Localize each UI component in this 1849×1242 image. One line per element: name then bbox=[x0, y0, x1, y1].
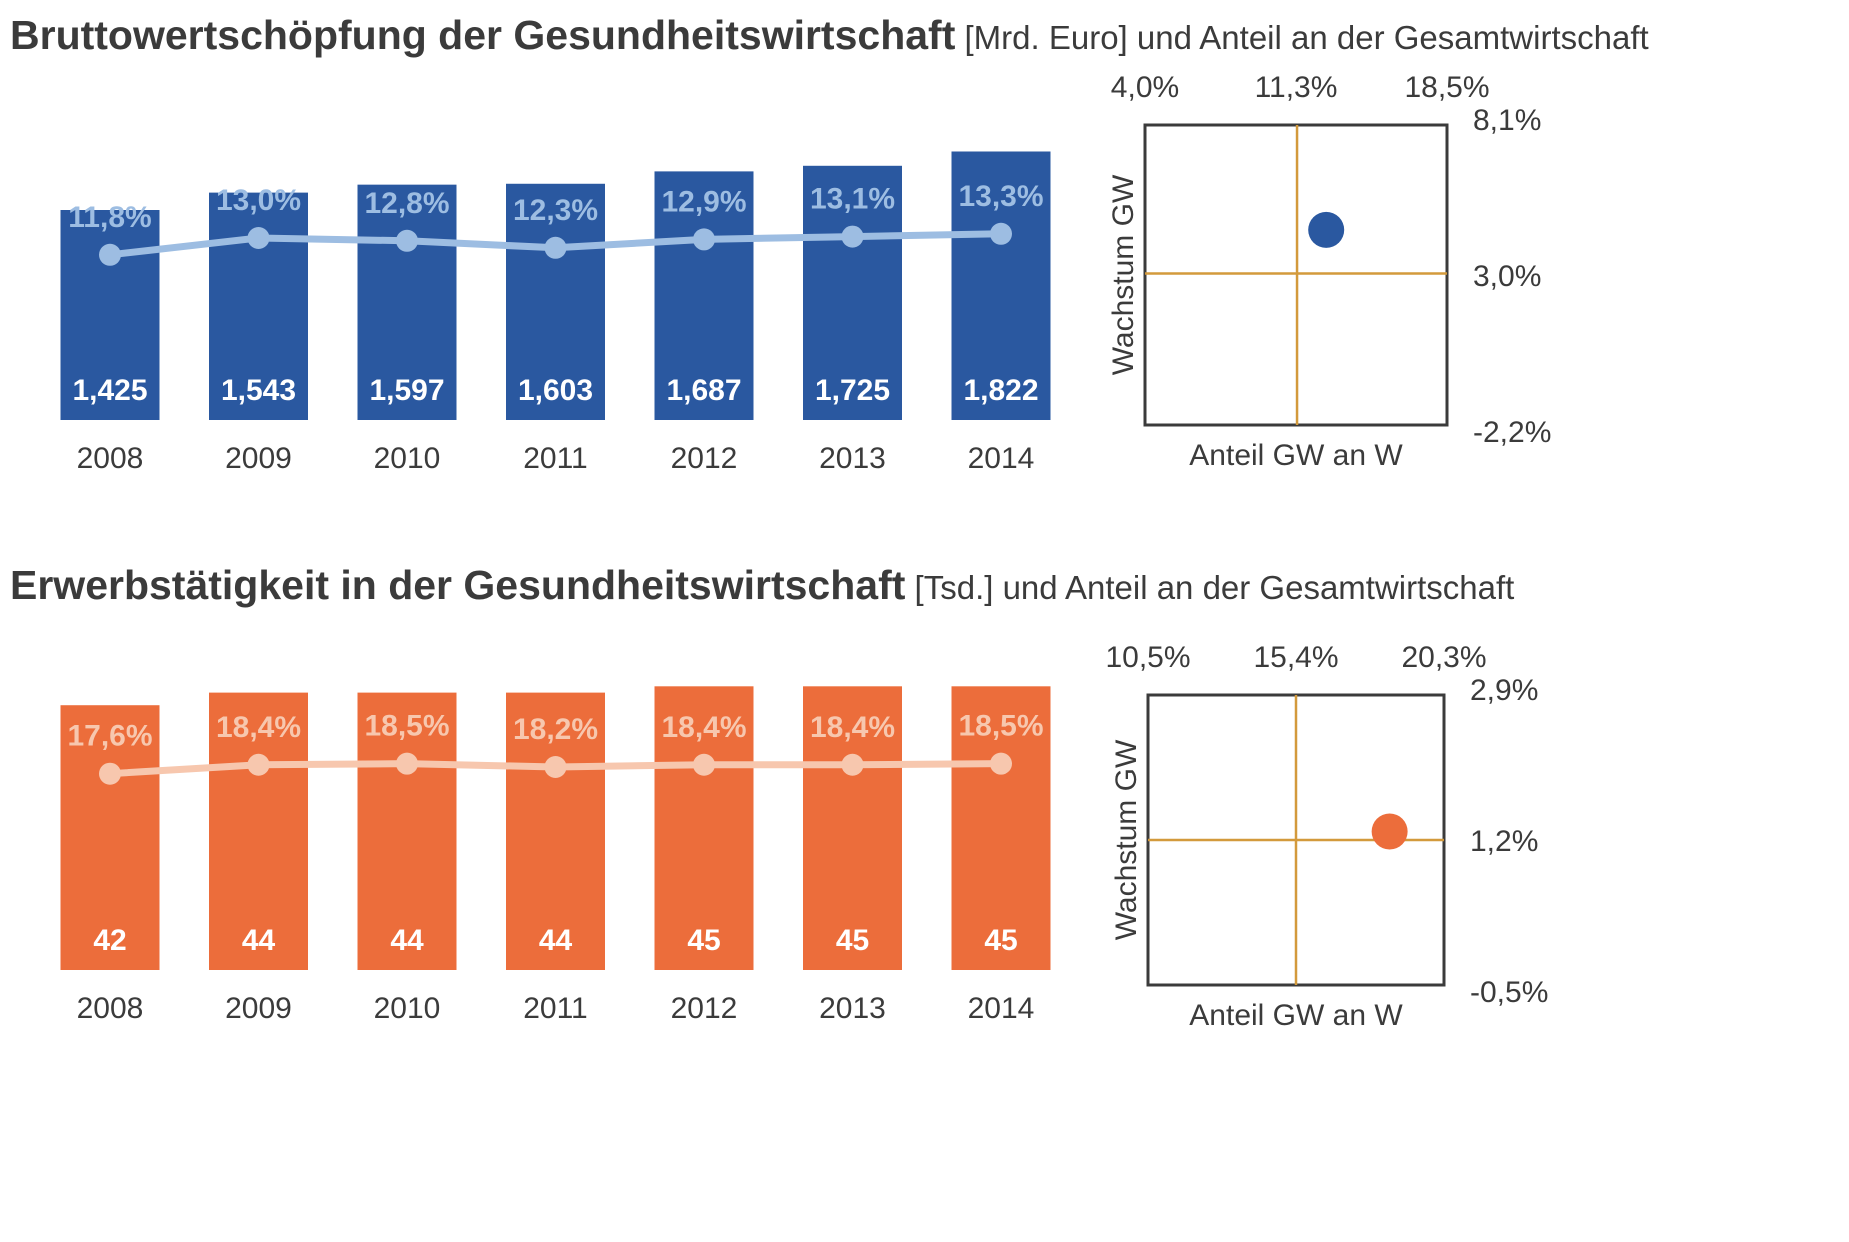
bar-2014 bbox=[951, 151, 1051, 420]
bar-2009 bbox=[209, 692, 308, 970]
x-tick-2012: 2012 bbox=[671, 442, 738, 475]
x-tick-2014: 2014 bbox=[968, 992, 1035, 1025]
x-tick-2012: 2012 bbox=[671, 992, 738, 1025]
x-tick-2008: 2008 bbox=[77, 442, 144, 475]
share-label-2014: 18,5% bbox=[958, 710, 1043, 743]
x-tick-2011: 2011 bbox=[523, 992, 588, 1025]
share-point-2009 bbox=[247, 227, 270, 249]
share-point-2013 bbox=[841, 225, 864, 248]
quad-y-tick-2: -0,5% bbox=[1470, 976, 1548, 1009]
bar-2010 bbox=[357, 692, 457, 970]
bar-value-label-2014: 1,822 bbox=[963, 374, 1038, 407]
share-point-2010 bbox=[396, 229, 418, 252]
share-point-2012 bbox=[693, 228, 715, 251]
bar-2012 bbox=[654, 686, 754, 970]
quad-x-tick-0: 4,0% bbox=[1111, 71, 1179, 104]
x-tick-2013: 2013 bbox=[819, 992, 886, 1025]
bar-value-label-2010: 44 bbox=[390, 924, 424, 957]
section-title-bws: Bruttowertschöpfung der Gesundheitswirts… bbox=[10, 12, 1649, 59]
share-label-2011: 12,3% bbox=[513, 194, 598, 227]
quad-y-tick-2: -2,2% bbox=[1473, 416, 1551, 449]
x-tick-2009: 2009 bbox=[225, 992, 292, 1025]
bar-value-label-2012: 45 bbox=[687, 924, 720, 957]
bar-2010 bbox=[357, 184, 457, 420]
bar-value-label-2012: 1,687 bbox=[666, 374, 741, 407]
x-tick-2010: 2010 bbox=[374, 992, 441, 1025]
bar-chart-erwerb: 42 2008 44 2009 44 2010 44 2011 45 2012 45 2013 45 20… bbox=[60, 686, 1051, 1025]
bar-chart-bws: 1,425 2008 1,543 2009 1,597 2010 1,603 2011 1,68… bbox=[60, 151, 1051, 475]
bar-value-label-2011: 1,603 bbox=[518, 374, 593, 407]
bar-value-label-2014: 45 bbox=[984, 924, 1017, 957]
share-point-2014 bbox=[990, 752, 1012, 775]
share-point-2010 bbox=[396, 752, 418, 775]
bar-value-label-2013: 1,725 bbox=[815, 374, 890, 407]
x-tick-2011: 2011 bbox=[523, 442, 588, 475]
section-title-bws-unit: [Mrd. Euro] und Anteil an der Gesamtwirt… bbox=[955, 19, 1649, 56]
quad-x-tick-2: 20,3% bbox=[1401, 641, 1486, 674]
quad-point-0 bbox=[1308, 211, 1345, 248]
quad-x-label: Anteil GW an W bbox=[1189, 439, 1403, 472]
bar-2008 bbox=[60, 705, 160, 970]
quad-x-tick-1: 15,4% bbox=[1253, 641, 1338, 674]
bar-value-label-2008: 42 bbox=[93, 924, 126, 957]
share-point-2008 bbox=[99, 762, 121, 785]
x-tick-2010: 2010 bbox=[374, 442, 441, 475]
bar-2011 bbox=[506, 692, 605, 970]
x-tick-2009: 2009 bbox=[225, 442, 292, 475]
bar-2014 bbox=[951, 686, 1051, 970]
section-title-bws-bold: Bruttowertschöpfung der Gesundheitswirts… bbox=[10, 12, 956, 58]
quad-y-tick-0: 8,1% bbox=[1473, 104, 1541, 137]
bar-value-label-2010: 1,597 bbox=[369, 374, 444, 407]
share-point-2014 bbox=[990, 222, 1012, 245]
quad-y-label: Wachstum GW bbox=[1107, 174, 1140, 375]
bar-value-label-2009: 44 bbox=[242, 924, 276, 957]
share-point-2009 bbox=[247, 753, 270, 776]
bar-value-label-2008: 1,425 bbox=[72, 374, 147, 407]
share-point-2011 bbox=[544, 756, 567, 778]
section-title-erwerb: Erwerbstätigkeit in der Gesundheitswirts… bbox=[10, 562, 1514, 609]
x-tick-2013: 2013 bbox=[819, 442, 886, 475]
bar-2013 bbox=[803, 165, 902, 420]
share-point-2008 bbox=[99, 243, 121, 266]
quad-y-label: Wachstum GW bbox=[1110, 739, 1143, 940]
share-label-2008: 11,8% bbox=[68, 201, 151, 234]
bar-2013 bbox=[803, 686, 902, 970]
quad-x-tick-1: 11,3% bbox=[1255, 71, 1338, 104]
share-point-2011 bbox=[544, 236, 567, 259]
quad-y-tick-1: 1,2% bbox=[1470, 825, 1538, 858]
quad-y-tick-0: 2,9% bbox=[1470, 674, 1538, 707]
share-label-2014: 13,3% bbox=[958, 180, 1043, 213]
share-point-2012 bbox=[693, 753, 715, 776]
quad-x-label: Anteil GW an W bbox=[1189, 999, 1403, 1032]
quadrant-chart-erwerb: 10,5% 15,4% 20,3%2,9% 1,2% -0,5% Anteil GW an… bbox=[1105, 641, 1548, 1032]
share-label-2013: 13,1% bbox=[810, 183, 895, 216]
x-tick-2014: 2014 bbox=[968, 442, 1035, 475]
x-tick-2008: 2008 bbox=[77, 992, 144, 1025]
quad-x-tick-2: 18,5% bbox=[1404, 71, 1489, 104]
share-label-2008: 17,6% bbox=[67, 720, 152, 753]
bar-value-label-2013: 45 bbox=[836, 924, 869, 957]
share-label-2013: 18,4% bbox=[810, 711, 895, 744]
share-label-2012: 18,4% bbox=[661, 711, 746, 744]
bar-2011 bbox=[506, 183, 605, 420]
quad-y-tick-1: 3,0% bbox=[1473, 260, 1541, 293]
share-label-2010: 12,8% bbox=[364, 187, 449, 220]
share-label-2012: 12,9% bbox=[661, 185, 746, 218]
bar-value-label-2011: 44 bbox=[539, 924, 573, 957]
bar-2012 bbox=[654, 171, 754, 420]
share-label-2009: 13,0% bbox=[216, 184, 301, 217]
bar-value-label-2009: 1,543 bbox=[221, 374, 296, 407]
quadrant-chart-bws: 4,0% 11,3% 18,5%8,1% 3,0% -2,2% Anteil GW an … bbox=[1107, 71, 1551, 472]
share-label-2009: 18,4% bbox=[216, 711, 301, 744]
section-title-erwerb-unit: [Tsd.] und Anteil an der Gesamtwirtschaf… bbox=[905, 569, 1515, 606]
section-title-erwerb-bold: Erwerbstätigkeit in der Gesundheitswirts… bbox=[10, 562, 906, 608]
quad-x-tick-0: 10,5% bbox=[1105, 641, 1190, 674]
share-label-2011: 18,2% bbox=[513, 713, 598, 746]
quad-point-0 bbox=[1371, 813, 1408, 850]
share-point-2013 bbox=[841, 753, 864, 776]
share-label-2010: 18,5% bbox=[364, 710, 449, 743]
